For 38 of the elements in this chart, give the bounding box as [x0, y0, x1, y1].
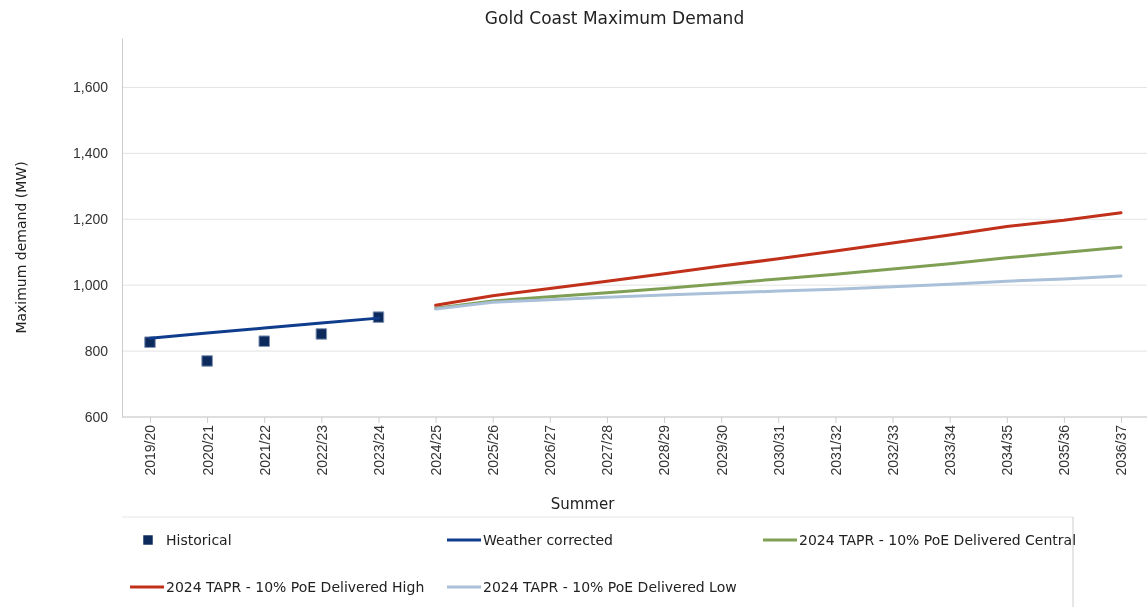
line-series	[434, 274, 1123, 311]
legend-label: 2024 TAPR - 10% PoE Delivered Central	[799, 531, 1077, 548]
point	[315, 328, 328, 340]
line-series	[434, 245, 1123, 310]
legend-label: Weather corrected	[483, 531, 613, 548]
y-tick-label: 1,000	[72, 277, 109, 294]
x-tick-label: 2031/32	[827, 424, 844, 476]
x-tick-label: 2019/20	[142, 424, 159, 476]
x-tick-label: 2021/22	[256, 424, 273, 476]
point	[258, 335, 270, 347]
x-tick-label: 2022/23	[313, 424, 330, 476]
x-tick-label: 2023/24	[370, 424, 387, 476]
x-tick-label: 2036/37	[1113, 424, 1130, 476]
line-series	[434, 211, 1123, 307]
x-tick-label: 2024/25	[427, 424, 444, 476]
x-axis-title: Summer	[550, 495, 616, 513]
x-tick-label: 2025/26	[485, 424, 502, 476]
y-tick-label: 600	[84, 408, 109, 425]
x-tick-label: 2035/36	[1056, 424, 1073, 476]
x-tick-label: 2032/33	[884, 424, 901, 476]
legend-label: 2024 TAPR - 10% PoE Delivered Low	[483, 578, 737, 595]
x-tick-label: 2026/27	[542, 424, 559, 476]
x-tick-label: 2029/30	[713, 424, 730, 476]
y-tick-label: 1,400	[72, 145, 109, 162]
x-tick-label: 2030/31	[770, 424, 787, 476]
x-tick-label: 2028/29	[656, 424, 673, 476]
x-tick-label: 2020/21	[199, 424, 216, 476]
x-tick-label: 2034/35	[999, 424, 1016, 476]
legend-label: 2024 TAPR - 10% PoE Delivered High	[166, 578, 425, 595]
chart-title: Gold Coast Maximum Demand	[484, 8, 745, 28]
y-tick-label: 800	[84, 343, 109, 360]
x-tick-label: 2027/28	[599, 424, 616, 476]
point	[201, 355, 213, 367]
y-tick-label: 1,600	[72, 79, 109, 96]
legend-label: Historical	[166, 531, 232, 548]
y-tick-label: 1,200	[72, 211, 109, 228]
y-axis-title: Maximum demand (MW)	[13, 161, 29, 334]
x-tick-label: 2033/34	[942, 424, 959, 476]
